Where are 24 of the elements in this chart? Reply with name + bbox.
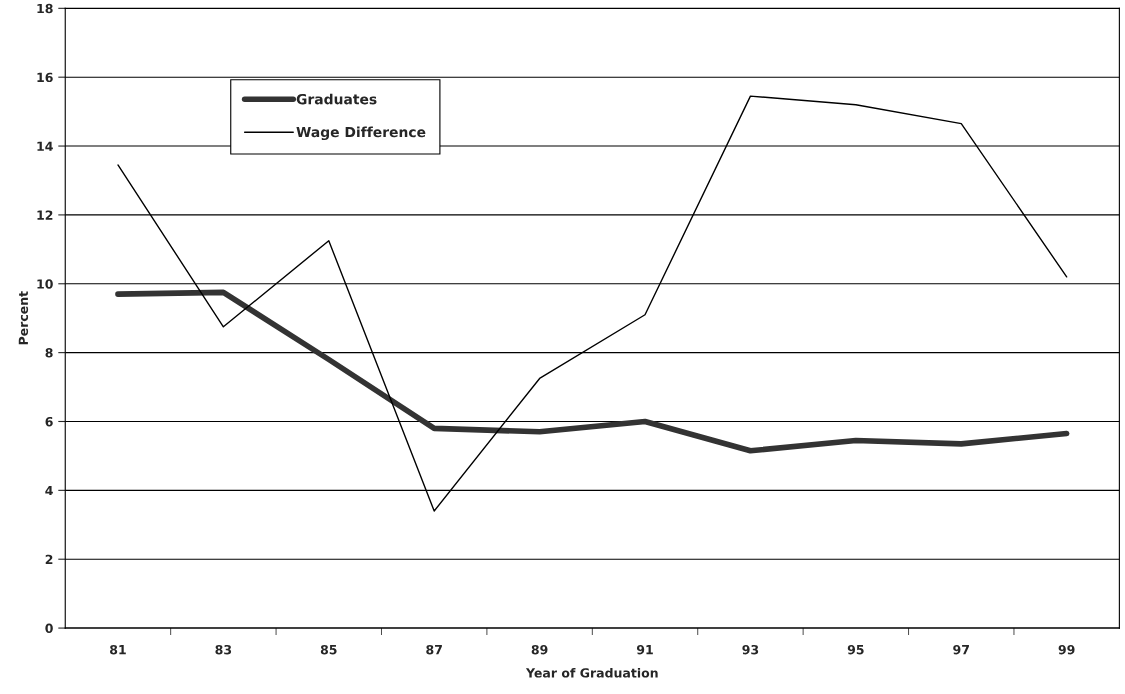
- y-tick-label: 4: [45, 485, 53, 496]
- y-tick-label: 8: [45, 348, 53, 358]
- x-tick-label: 99: [1058, 644, 1075, 655]
- x-tick-label: 85: [320, 644, 337, 655]
- legend-label: Wage Difference: [296, 126, 426, 141]
- x-axis-title: Year of Graduation: [525, 667, 658, 678]
- y-tick-label: 0: [45, 623, 53, 633]
- y-axis-title: Percent: [18, 291, 29, 345]
- x-tick-label: 87: [426, 644, 442, 655]
- y-tick-label: 12: [37, 210, 53, 220]
- x-tick-label: 83: [215, 644, 232, 655]
- y-tick-label: 2: [45, 554, 53, 564]
- x-tick-label: 89: [531, 644, 548, 655]
- x-tick-label: 81: [110, 644, 126, 655]
- y-tick-label: 6: [45, 416, 53, 427]
- y-tick-label: 16: [37, 72, 53, 83]
- x-tick-label: 95: [847, 644, 864, 655]
- x-tick-label: 97: [953, 644, 969, 655]
- y-tick-label: 10: [37, 279, 53, 289]
- legend-label: Graduates: [296, 93, 377, 105]
- y-tick-label: 18: [37, 3, 53, 14]
- x-tick-label: 91: [636, 644, 653, 655]
- y-tick-label: 14: [37, 141, 53, 151]
- x-tick-label: 93: [742, 644, 759, 655]
